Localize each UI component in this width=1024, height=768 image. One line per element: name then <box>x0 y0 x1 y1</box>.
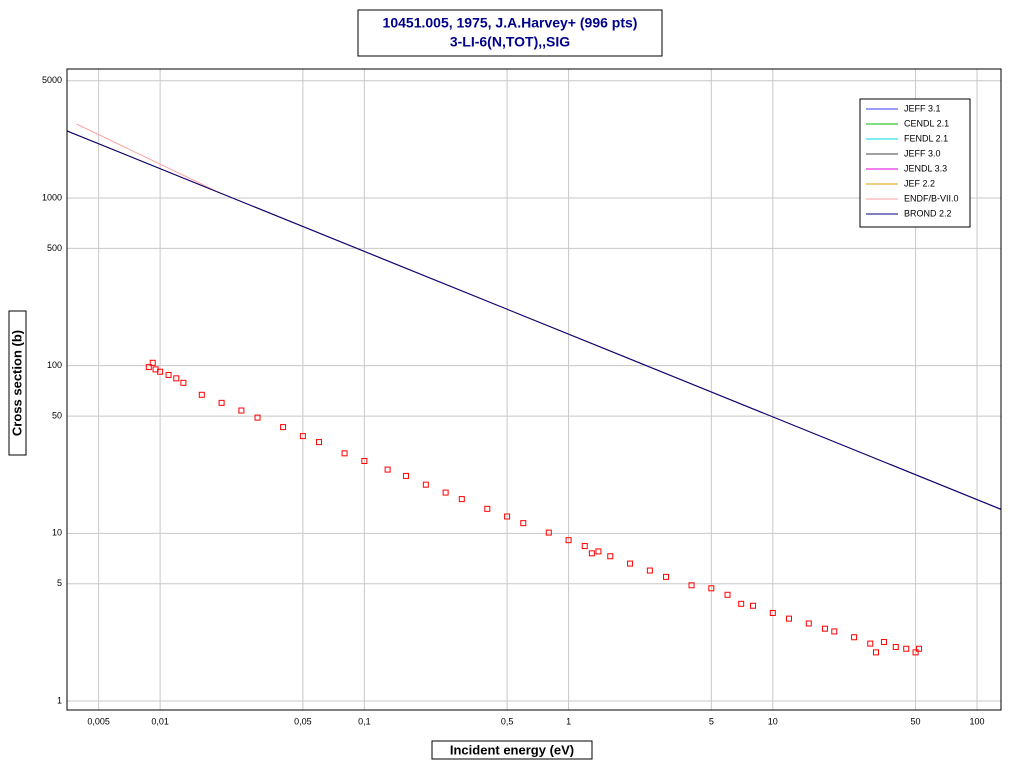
data-point <box>145 364 152 371</box>
data-point <box>588 550 595 557</box>
data-point <box>442 489 449 496</box>
data-point <box>384 466 391 473</box>
legend-label: JEF 2.2 <box>904 178 935 188</box>
y-tick-label: 10 <box>52 528 62 538</box>
data-point <box>916 645 923 652</box>
data-point <box>851 634 858 641</box>
data-point <box>627 560 634 567</box>
data-point <box>157 368 164 375</box>
data-point <box>403 472 410 479</box>
data-point <box>607 553 614 560</box>
data-point <box>341 450 348 457</box>
data-point <box>484 505 491 512</box>
data-point <box>892 643 899 650</box>
data-point <box>581 543 588 550</box>
data-point <box>218 399 225 406</box>
x-tick-label: 5 <box>709 716 714 726</box>
data-point <box>299 433 306 440</box>
data-point <box>805 620 812 627</box>
data-point <box>180 379 187 386</box>
y-tick-label: 5000 <box>42 75 62 85</box>
data-point <box>316 439 323 446</box>
data-point <box>912 649 919 656</box>
data-point <box>738 600 745 607</box>
data-point <box>688 582 695 589</box>
data-point <box>595 548 602 555</box>
y-tick-label: 1000 <box>42 192 62 202</box>
data-point <box>867 640 874 647</box>
legend-label: JEFF 3.1 <box>904 103 941 113</box>
x-tick-label: 0,005 <box>87 716 110 726</box>
data-point <box>831 628 838 635</box>
plot-area <box>67 69 1001 710</box>
data-point <box>520 520 527 527</box>
data-point <box>458 496 465 503</box>
data-point <box>545 529 552 536</box>
x-tick-label: 0,5 <box>501 716 514 726</box>
data-point <box>198 391 205 398</box>
x-tick-label: 1 <box>566 716 571 726</box>
x-tick-label: 0,1 <box>358 716 371 726</box>
legend-label: JENDL 3.3 <box>904 163 947 173</box>
plot-frame <box>66 68 1002 711</box>
y-tick-label: 50 <box>52 410 62 420</box>
legend-label: FENDL 2.1 <box>904 133 948 143</box>
data-point <box>280 424 287 431</box>
data-point <box>254 414 261 421</box>
data-point <box>565 537 572 544</box>
legend-label: JEFF 3.0 <box>904 148 941 158</box>
chart-title: 10451.005, 1975, J.A.Harvey+ (996 pts) <box>383 15 638 31</box>
data-point <box>872 649 879 656</box>
data-point <box>785 615 792 622</box>
x-tick-label: 10 <box>768 716 778 726</box>
data-point <box>708 585 715 592</box>
y-label-box <box>8 310 27 456</box>
x-label-box <box>431 740 593 760</box>
legend-label: ENDF/B-VII.0 <box>904 193 959 203</box>
data-point <box>646 567 653 574</box>
data-point <box>165 371 172 378</box>
y-tick-label: 1 <box>57 695 62 705</box>
data-point <box>750 602 757 609</box>
data-point <box>724 591 731 598</box>
data-point <box>769 609 776 616</box>
data-point <box>663 573 670 580</box>
data-point <box>238 407 245 414</box>
x-tick-label: 0,05 <box>294 716 312 726</box>
data-point <box>361 457 368 464</box>
x-tick-label: 0,01 <box>151 716 169 726</box>
legend-label: BROND 2.2 <box>904 208 952 218</box>
data-point <box>903 645 910 652</box>
data-point <box>422 481 429 488</box>
title-box <box>357 9 663 57</box>
y-axis-label: Cross section (b) <box>9 330 24 436</box>
y-tick-label: 100 <box>47 360 62 370</box>
x-tick-label: 50 <box>911 716 921 726</box>
y-tick-label: 5 <box>57 578 62 588</box>
legend-box <box>859 98 971 228</box>
data-point <box>504 513 511 520</box>
chart-subtitle: 3-LI-6(N,TOT),,SIG <box>450 34 570 50</box>
legend-label: CENDL 2.1 <box>904 118 949 128</box>
x-tick-label: 100 <box>970 716 985 726</box>
data-point <box>149 359 156 366</box>
data-point <box>880 638 887 645</box>
series-line <box>67 130 1001 510</box>
x-axis-label: Incident energy (eV) <box>450 742 574 757</box>
data-point <box>173 375 180 382</box>
y-tick-label: 500 <box>47 243 62 253</box>
data-point <box>821 625 828 632</box>
